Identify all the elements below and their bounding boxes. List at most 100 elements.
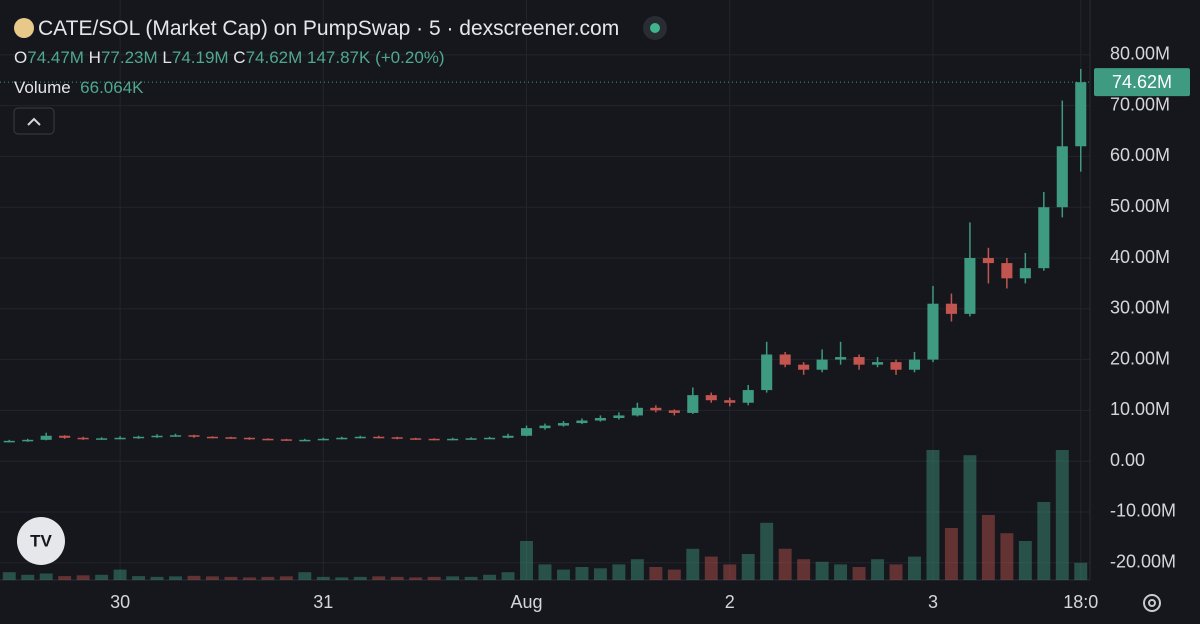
ohlc-row: O74.47M H77.23M L74.19M C74.62M 147.87K … bbox=[14, 48, 445, 68]
tv-logo bbox=[17, 517, 65, 565]
gear[interactable] bbox=[1143, 594, 1161, 612]
volume-bar bbox=[612, 564, 626, 580]
volume-bar bbox=[834, 564, 848, 580]
y-tick-label: 20.00M bbox=[1110, 348, 1170, 368]
candle-body bbox=[373, 436, 385, 439]
volume-bar bbox=[908, 556, 921, 580]
candle-body bbox=[705, 395, 717, 401]
volume-bar bbox=[261, 576, 275, 580]
volume-bar bbox=[704, 556, 718, 580]
volume-bar bbox=[224, 576, 238, 580]
candle-body bbox=[982, 258, 994, 264]
gear-hub[interactable] bbox=[1148, 599, 1156, 607]
tv-logo-text: TV bbox=[30, 531, 52, 550]
candle-body bbox=[22, 439, 34, 442]
y-tick-label: 80.00M bbox=[1110, 44, 1170, 64]
last-price-tag bbox=[1094, 68, 1190, 97]
volume-bar bbox=[797, 559, 811, 580]
x-tick-label: 2 bbox=[725, 592, 735, 612]
volume-bar bbox=[852, 567, 866, 580]
volume-bar bbox=[169, 576, 182, 580]
candle-body bbox=[502, 435, 514, 438]
y-tick-label: -20.00M bbox=[1110, 551, 1176, 571]
change: 147.87K bbox=[307, 48, 371, 67]
volume-bar bbox=[760, 522, 774, 580]
volume-bar bbox=[667, 569, 681, 580]
candle-body bbox=[1019, 268, 1031, 279]
h-value: 77.23M bbox=[100, 48, 158, 67]
candle-body bbox=[613, 415, 625, 418]
candle-body bbox=[59, 435, 71, 438]
x-tick-label: 18:0 bbox=[1063, 592, 1098, 612]
candle-body bbox=[114, 437, 126, 440]
collapse-button[interactable] bbox=[13, 107, 55, 135]
l-value: 74.19M bbox=[171, 48, 229, 67]
candle-body bbox=[40, 435, 52, 440]
candle-body bbox=[668, 410, 680, 413]
last-price-label: 74.62M bbox=[1112, 72, 1172, 92]
volume-bar bbox=[113, 569, 127, 580]
candle-body bbox=[724, 400, 736, 403]
candle-body bbox=[3, 440, 15, 443]
volume-bar bbox=[778, 548, 792, 580]
candle-body bbox=[835, 357, 847, 360]
candle-body bbox=[872, 362, 884, 365]
x-tick-label: 3 bbox=[928, 592, 938, 612]
volume-bar bbox=[557, 569, 570, 580]
status-dot bbox=[643, 16, 668, 40]
volume-bar bbox=[483, 574, 497, 580]
c-label: C bbox=[233, 48, 246, 67]
change-pct: (+0.20%) bbox=[375, 48, 445, 67]
volume-bar bbox=[1055, 450, 1069, 580]
candle-body bbox=[77, 437, 89, 440]
candle-body bbox=[262, 438, 274, 441]
token-icon bbox=[14, 18, 34, 38]
candle-body bbox=[169, 435, 182, 437]
volume-bar bbox=[686, 548, 700, 580]
candle-body bbox=[133, 436, 145, 439]
settings-icon[interactable] bbox=[1143, 594, 1161, 612]
candle-body bbox=[927, 303, 939, 360]
volume-bar bbox=[298, 572, 312, 580]
volume-bar bbox=[353, 576, 367, 580]
candle-body bbox=[336, 437, 348, 440]
candle-body bbox=[687, 395, 699, 413]
candle-body bbox=[539, 425, 551, 429]
candle-body bbox=[225, 437, 237, 439]
y-tick-label: 70.00M bbox=[1110, 94, 1170, 114]
candle-body bbox=[594, 417, 606, 421]
candle-body bbox=[1075, 82, 1087, 147]
volume-bar bbox=[390, 576, 404, 580]
o-value: 74.47M bbox=[27, 48, 84, 67]
candle-body bbox=[576, 420, 588, 424]
volume-bar bbox=[741, 554, 755, 580]
candle-body bbox=[631, 407, 643, 416]
volume-bar bbox=[575, 567, 589, 580]
candle-body bbox=[557, 423, 570, 426]
y-tick-label: 30.00M bbox=[1110, 298, 1170, 318]
candle-body bbox=[1056, 146, 1068, 208]
volume-bar bbox=[520, 541, 533, 580]
volume-bar bbox=[501, 572, 515, 580]
volume-bar bbox=[815, 561, 829, 580]
candle-body bbox=[96, 438, 108, 440]
collapse-arrow[interactable] bbox=[27, 117, 41, 126]
volume-bar bbox=[981, 515, 995, 580]
o-label: O bbox=[14, 48, 28, 67]
l-label: L bbox=[162, 48, 172, 67]
volume-bar bbox=[409, 577, 423, 580]
volume-bar bbox=[2, 572, 16, 580]
candle-body bbox=[299, 439, 311, 442]
y-tick-label: 40.00M bbox=[1110, 247, 1170, 267]
candle-body bbox=[354, 436, 366, 439]
candle-body bbox=[206, 436, 218, 439]
volume-bar bbox=[242, 577, 256, 580]
candle-body bbox=[908, 359, 921, 370]
y-tick-label: 60.00M bbox=[1110, 145, 1170, 165]
volume-bar bbox=[1037, 502, 1051, 580]
volume-bar bbox=[944, 528, 958, 580]
x-tick-label: 30 bbox=[110, 592, 130, 612]
y-tick-label: 50.00M bbox=[1110, 196, 1170, 216]
candle-body bbox=[890, 362, 902, 370]
